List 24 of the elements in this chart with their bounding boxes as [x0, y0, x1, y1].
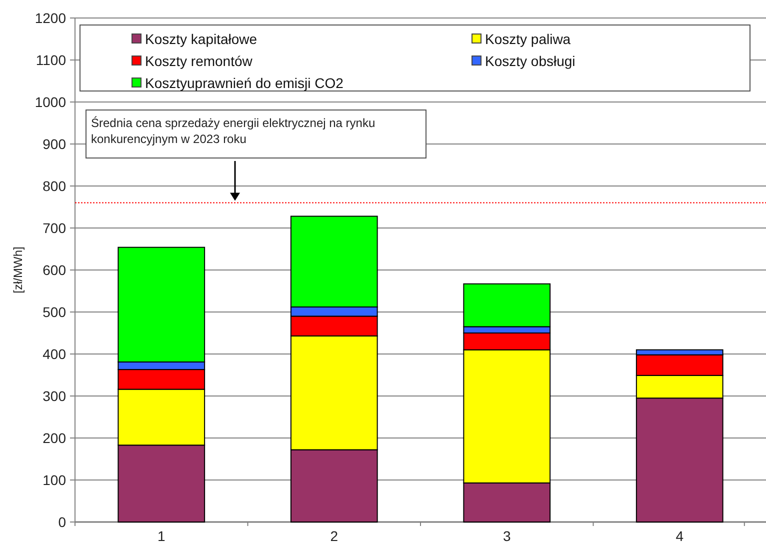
legend-label: Kosztyuprawnień do emisji CO2 — [145, 74, 344, 91]
y-tick-label: 700 — [42, 220, 66, 236]
y-tick-label: 600 — [42, 262, 66, 278]
y-tick-label: 1200 — [34, 10, 66, 26]
legend-label: Koszty kapitałowe — [145, 30, 258, 47]
y-tick-label: 300 — [42, 388, 66, 404]
y-tick-label: 500 — [42, 304, 66, 320]
x-tick-label: 4 — [676, 528, 684, 544]
y-axis-title: [zł/MWh] — [11, 246, 25, 294]
legend-label: Koszty paliwa — [485, 30, 571, 47]
y-tick-label: 1000 — [34, 94, 66, 110]
y-tick-label: 900 — [42, 136, 66, 152]
y-tick-label: 100 — [42, 472, 66, 488]
x-tick-label: 1 — [157, 528, 166, 544]
y-tick-label: 1100 — [36, 52, 66, 68]
y-tick-label: 200 — [42, 430, 66, 446]
y-tick-label: 400 — [42, 346, 66, 362]
y-tick-label: 0 — [58, 514, 66, 530]
ref-line-label: Średnia cena sprzedaży energii elektrycznej na rynku konkurencyjnym w 2023 roku — [91, 116, 376, 146]
x-tick-label: 3 — [502, 528, 511, 544]
y-tick-label: 800 — [42, 178, 66, 194]
legend-label: Koszty remontów — [145, 52, 254, 69]
x-tick-label: 2 — [330, 528, 338, 544]
legend-label: Koszty obsługi — [485, 52, 576, 69]
